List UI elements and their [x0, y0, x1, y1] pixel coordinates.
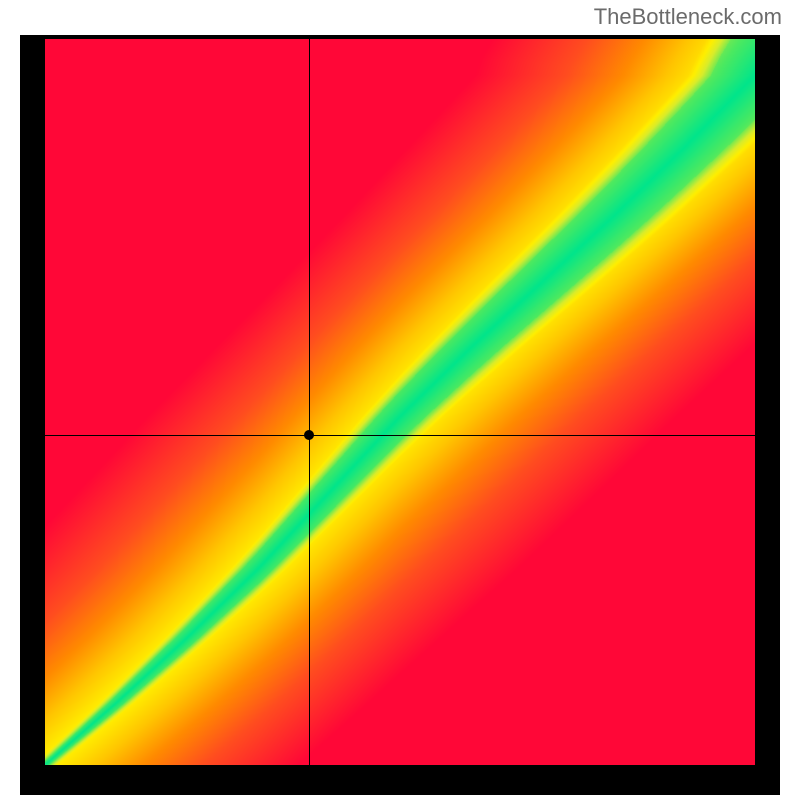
- root-container: TheBottleneck.com: [0, 0, 800, 800]
- attribution-label: TheBottleneck.com: [594, 4, 782, 30]
- crosshair-vertical: [309, 39, 310, 765]
- heatmap-canvas: [45, 39, 755, 765]
- data-point-marker: [304, 430, 314, 440]
- plot-area: [45, 39, 755, 765]
- crosshair-horizontal: [45, 435, 755, 436]
- chart-outer-frame: [20, 35, 780, 795]
